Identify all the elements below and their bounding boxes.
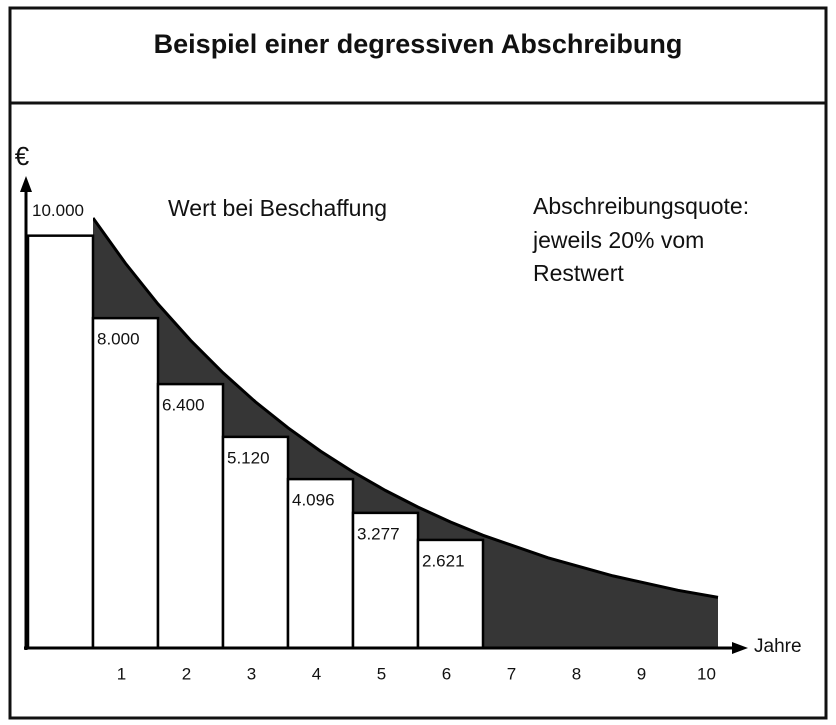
value-label: 5.120 (227, 448, 270, 467)
x-tick-label: 8 (572, 664, 581, 683)
value-label: 8.000 (97, 330, 140, 349)
bar (416, 538, 485, 650)
x-tick-label: 6 (442, 664, 451, 683)
value-label: 3.277 (357, 524, 400, 543)
x-axis-label: Jahre (754, 636, 802, 657)
chart-title: Beispiel einer degressiven Abschreibung (154, 29, 683, 59)
bars: 10.000 8.000 6.400 5.120 4.096 3.277 2.621 (26, 199, 485, 650)
label-bg (28, 199, 93, 224)
annotation: Restwert (533, 260, 624, 286)
value-curve (91, 217, 719, 599)
x-tick-label: 2 (182, 664, 191, 683)
x-tick-label: 4 (312, 664, 321, 683)
annotation: jeweils 20% vom (532, 227, 704, 253)
value-label: 10.000 (32, 201, 84, 220)
x-tick-label: 7 (507, 664, 516, 683)
x-tick-label: 10 (697, 664, 716, 683)
x-axis-arrow (732, 642, 748, 654)
bar (221, 435, 290, 650)
x-tick-label: 1 (117, 664, 126, 683)
annotation: Abschreibungsquote: (533, 193, 749, 219)
bar (351, 511, 420, 650)
x-tick-label: 5 (377, 664, 386, 683)
value-label: 6.400 (162, 396, 205, 415)
x-tick-label: 9 (637, 664, 646, 683)
y-axis-arrow (20, 176, 32, 192)
annotation: Wert bei Beschaffung (168, 195, 387, 221)
y-axis-label: € (15, 141, 30, 171)
bar (91, 316, 160, 650)
value-label: 4.096 (292, 491, 335, 510)
x-tick-label: 3 (247, 664, 256, 683)
bar (26, 234, 95, 650)
value-label: 2.621 (422, 551, 465, 570)
bar (156, 382, 225, 650)
